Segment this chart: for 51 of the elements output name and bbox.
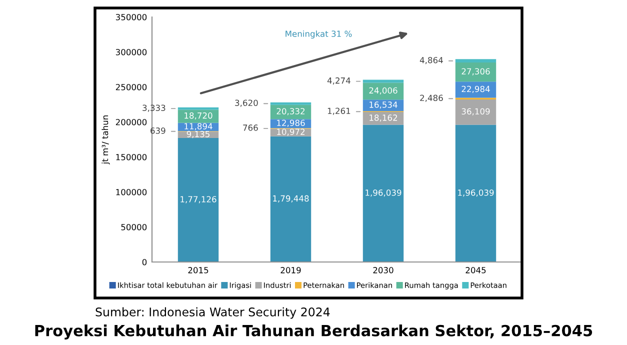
bar	[362, 82, 404, 100]
bar	[270, 102, 312, 105]
data-label: 12,986	[277, 120, 305, 127]
data-label: 766	[243, 124, 258, 131]
data-label: 16,534	[370, 102, 398, 109]
x-tick-label: 2015	[188, 267, 208, 274]
text: Sumber: Indonesia Water Security 2024	[96, 307, 330, 319]
data-label: 1,261	[328, 108, 350, 115]
data-label: 1,96,039	[366, 190, 402, 197]
data-label: 36,109	[462, 108, 490, 116]
bar	[178, 138, 219, 262]
data-label: 18,162	[370, 114, 397, 122]
data-label: 4,864	[420, 56, 443, 64]
bar	[455, 99, 496, 125]
bar	[455, 59, 496, 63]
x-tick-label: 2030	[373, 267, 394, 274]
bar	[362, 80, 404, 83]
data-label: 1,96,039	[458, 190, 494, 197]
y-axis-title: jt m³/ tahun	[102, 116, 110, 164]
bar	[362, 112, 404, 125]
data-label: 10,972	[277, 128, 304, 136]
y-tick-label: 150000	[116, 154, 147, 160]
bar	[455, 62, 496, 82]
x-tick-label: 2045	[466, 267, 486, 274]
data-label: 24,006	[369, 87, 398, 94]
bar	[455, 82, 496, 98]
data-label: 22,984	[462, 86, 490, 93]
data-label: 11,894	[184, 123, 212, 130]
data-label: 1,79,448	[273, 195, 309, 202]
y-tick-label: 100000	[116, 188, 147, 196]
y-tick-label: 250000	[116, 84, 147, 90]
bar	[362, 124, 404, 262]
data-label: 4,274	[327, 77, 350, 85]
bar	[178, 110, 219, 123]
data-label: 9,135	[186, 130, 210, 138]
data-label: 18,720	[184, 112, 212, 120]
y-tick-label: 50000	[121, 224, 147, 230]
y-tick-label: 0	[142, 258, 147, 266]
y-tick-label: 300000	[116, 48, 147, 56]
text: Proyeksi Kebutuhan Air Tahunan Berdasarkan Sektor, 2015–2045	[35, 324, 592, 340]
data-label: 20,332	[276, 108, 304, 116]
annotation: Meningkat 31 %	[286, 30, 352, 39]
data-label: 1,77,126	[180, 196, 216, 204]
data-label: 3,620	[235, 100, 258, 107]
x-tick-label: 2019	[280, 267, 301, 274]
bar	[270, 136, 312, 262]
data-label: 27,306	[462, 68, 490, 76]
y-tick-label: 350000	[116, 14, 147, 20]
data-label: 2,486	[420, 94, 443, 102]
y-tick-label: 200000	[116, 118, 147, 126]
bar	[455, 124, 496, 262]
